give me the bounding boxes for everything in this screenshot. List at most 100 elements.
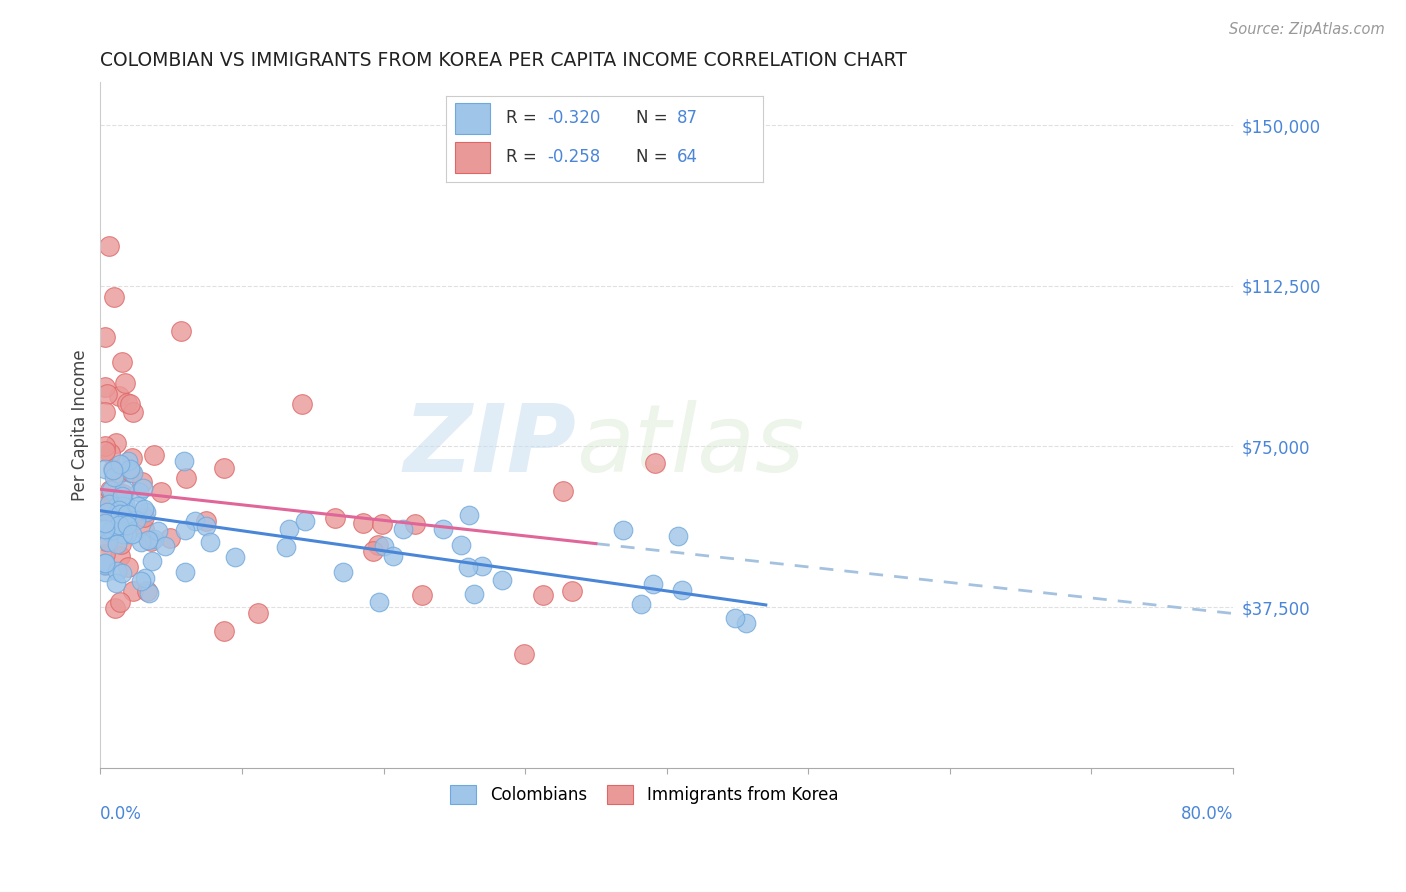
Point	[129, 535, 152, 549]
Point	[373, 539, 395, 553]
Point	[121, 451, 143, 466]
Point	[671, 582, 693, 597]
Point	[117, 560, 139, 574]
Point	[131, 475, 153, 490]
Point	[666, 528, 689, 542]
Point	[93, 520, 115, 534]
Point	[100, 483, 122, 497]
Point	[132, 501, 155, 516]
Text: 0.0%: 0.0%	[100, 805, 142, 823]
Point	[644, 456, 666, 470]
Text: Source: ZipAtlas.com: Source: ZipAtlas.com	[1229, 22, 1385, 37]
Point	[98, 483, 121, 497]
Point	[134, 571, 156, 585]
Point	[551, 483, 574, 498]
Point	[150, 485, 173, 500]
Text: 80.0%: 80.0%	[1181, 805, 1233, 823]
Point	[108, 389, 131, 403]
Point	[274, 541, 297, 555]
Point	[120, 462, 142, 476]
Point	[135, 505, 157, 519]
Y-axis label: Per Capita Income: Per Capita Income	[72, 349, 89, 500]
Point	[103, 290, 125, 304]
Point	[111, 517, 134, 532]
Text: atlas: atlas	[576, 401, 804, 491]
Point	[125, 513, 148, 527]
Point	[110, 537, 132, 551]
Point	[93, 439, 115, 453]
Point	[146, 524, 169, 538]
Point	[212, 624, 235, 638]
Point	[98, 524, 121, 539]
Point	[93, 462, 115, 476]
Point	[97, 239, 120, 253]
Point	[735, 616, 758, 631]
Point	[117, 515, 139, 529]
Point	[121, 467, 143, 481]
Point	[392, 522, 415, 536]
Point	[531, 588, 554, 602]
Point	[111, 354, 134, 368]
Point	[101, 515, 124, 529]
Point	[195, 515, 218, 529]
Point	[457, 560, 479, 574]
Point	[101, 521, 124, 535]
Point	[93, 444, 115, 458]
Point	[129, 574, 152, 588]
Point	[332, 565, 354, 579]
Legend: Colombians, Immigrants from Korea: Colombians, Immigrants from Korea	[443, 778, 845, 811]
Point	[132, 522, 155, 536]
Point	[136, 533, 159, 547]
Point	[294, 514, 316, 528]
Point	[97, 496, 120, 510]
Point	[118, 396, 141, 410]
Point	[643, 576, 665, 591]
Point	[115, 527, 138, 541]
Point	[104, 469, 127, 483]
Point	[224, 550, 246, 565]
Point	[97, 494, 120, 508]
Point	[432, 522, 454, 536]
Point	[115, 517, 138, 532]
Point	[96, 533, 118, 548]
Point	[108, 594, 131, 608]
Point	[94, 558, 117, 573]
Point	[561, 583, 583, 598]
Point	[131, 481, 153, 495]
Point	[127, 500, 149, 514]
Point	[108, 502, 131, 516]
Point	[121, 527, 143, 541]
Point	[114, 515, 136, 529]
Point	[93, 566, 115, 580]
Point	[108, 457, 131, 471]
Point	[138, 586, 160, 600]
Point	[169, 324, 191, 338]
Point	[122, 405, 145, 419]
Point	[93, 558, 115, 573]
Point	[371, 517, 394, 532]
Point	[724, 611, 747, 625]
Text: ZIP: ZIP	[404, 400, 576, 491]
Point	[105, 536, 128, 550]
Point	[142, 532, 165, 546]
Point	[381, 549, 404, 563]
Point	[174, 523, 197, 537]
Point	[114, 497, 136, 511]
Point	[111, 566, 134, 580]
Point	[471, 559, 494, 574]
Point	[214, 461, 236, 475]
Point	[367, 538, 389, 552]
Point	[100, 445, 122, 459]
Point	[135, 583, 157, 598]
Point	[450, 538, 472, 552]
Point	[612, 523, 634, 537]
Point	[104, 601, 127, 615]
Text: COLOMBIAN VS IMMIGRANTS FROM KOREA PER CAPITA INCOME CORRELATION CHART: COLOMBIAN VS IMMIGRANTS FROM KOREA PER C…	[100, 51, 907, 70]
Point	[630, 597, 652, 611]
Point	[111, 527, 134, 541]
Point	[352, 516, 374, 530]
Point	[94, 556, 117, 570]
Point	[94, 503, 117, 517]
Point	[93, 499, 115, 513]
Point	[195, 519, 218, 533]
